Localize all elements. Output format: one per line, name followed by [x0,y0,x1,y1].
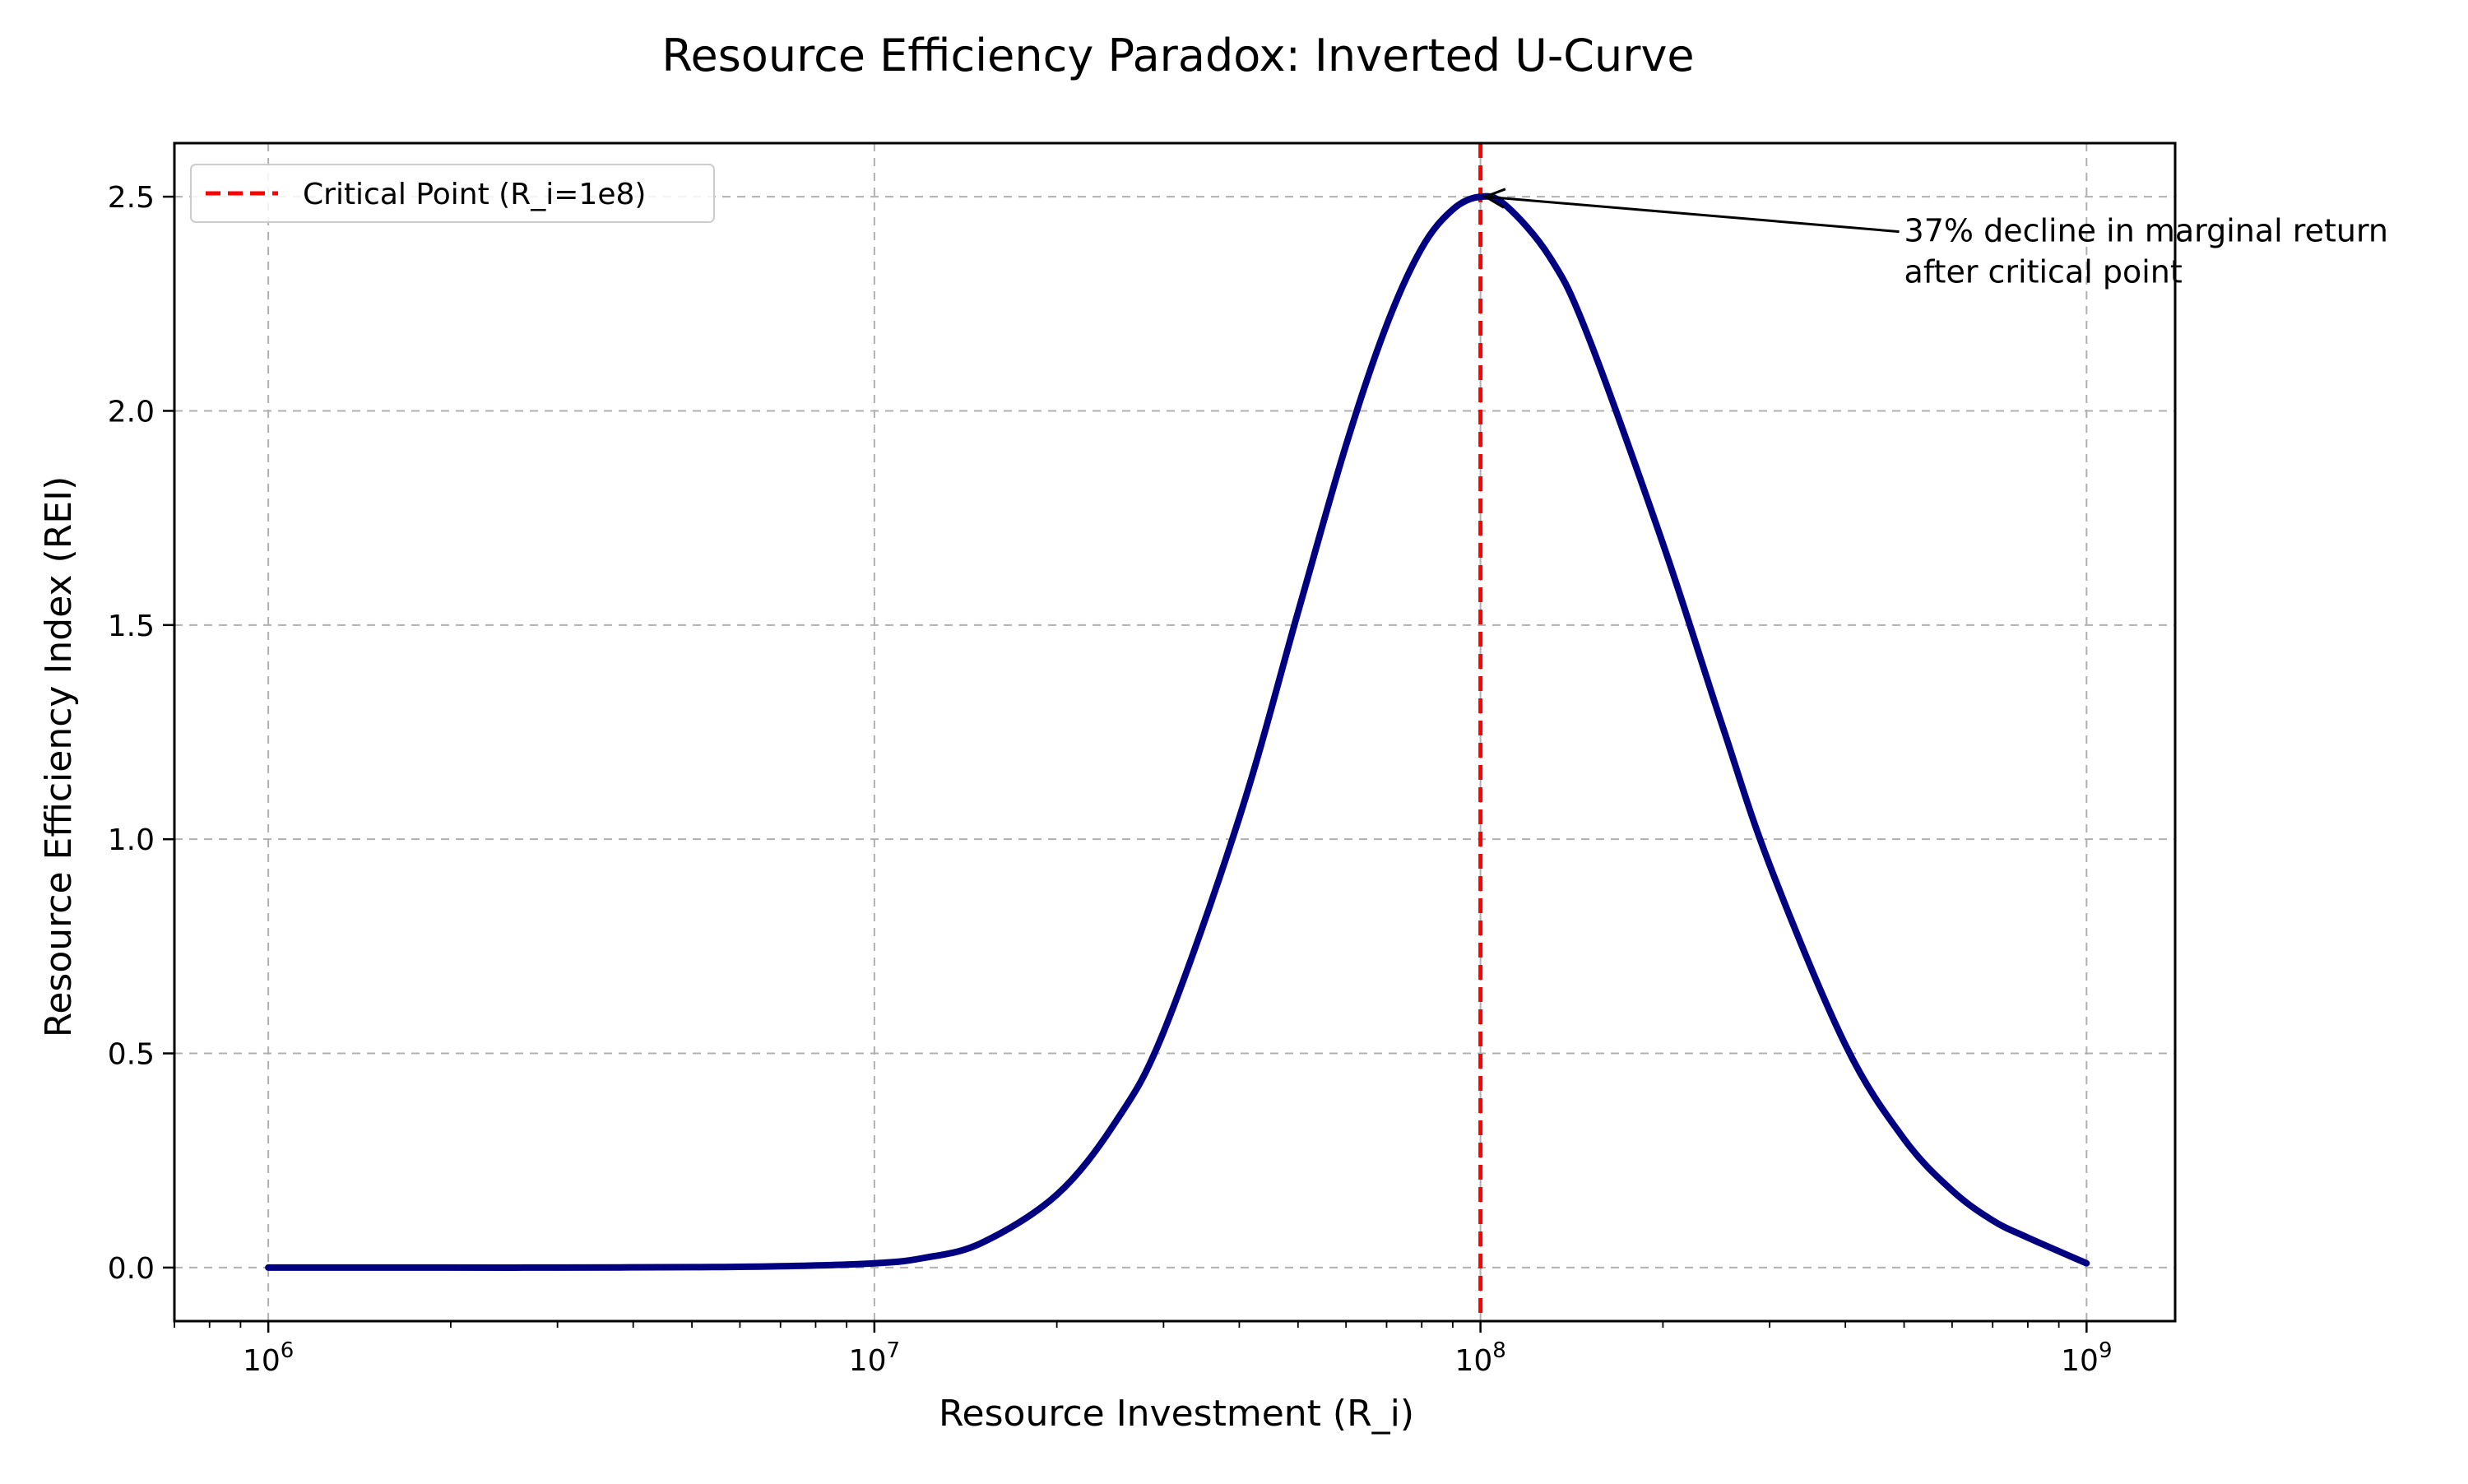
x-tick-label: 107 [849,1338,900,1378]
legend: Critical Point (R_i=1e8) [190,164,715,223]
x-tick-label: 108 [1454,1338,1505,1378]
y-tick-label: 0.0 [108,1252,155,1286]
axis-ticks: 106 107 108 109 0.0 0.5 1.0 1.5 2.0 2.5 [108,181,2113,1378]
legend-box [190,164,715,223]
grid-lines [174,143,2175,1321]
series-line [265,192,2090,1271]
y-tick-label: 1.5 [108,610,155,643]
annotation-text-line-2: after critical point [1904,254,2183,290]
annotation: 37% decline in marginal return after cri… [1482,188,2388,290]
y-tick-label: 2.0 [108,395,155,429]
y-tick-label: 0.5 [108,1038,155,1072]
chart-title: Resource Efficiency Paradox: Inverted U-… [661,30,1694,81]
x-tick-label: 109 [2061,1338,2112,1378]
plot-frame [173,141,2177,1323]
annotation-arrow [1485,195,1900,234]
y-axis-label: Resource Efficiency Index (REI) [38,476,80,1038]
legend-label-critical-point: Critical Point (R_i=1e8) [303,178,646,211]
y-tick-label: 1.0 [108,823,155,857]
y-tick-label: 2.5 [108,181,155,215]
x-axis-label: Resource Investment (R_i) [939,1393,1414,1435]
annotation-arrow-head [1482,188,1506,209]
annotation-text-line-1: 37% decline in marginal return [1904,213,2388,249]
x-tick-label: 106 [243,1338,294,1378]
